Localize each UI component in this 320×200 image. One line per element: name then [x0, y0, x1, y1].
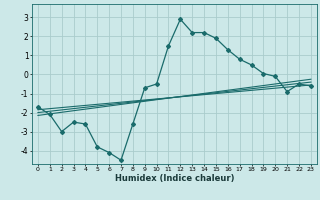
X-axis label: Humidex (Indice chaleur): Humidex (Indice chaleur) [115, 174, 234, 183]
